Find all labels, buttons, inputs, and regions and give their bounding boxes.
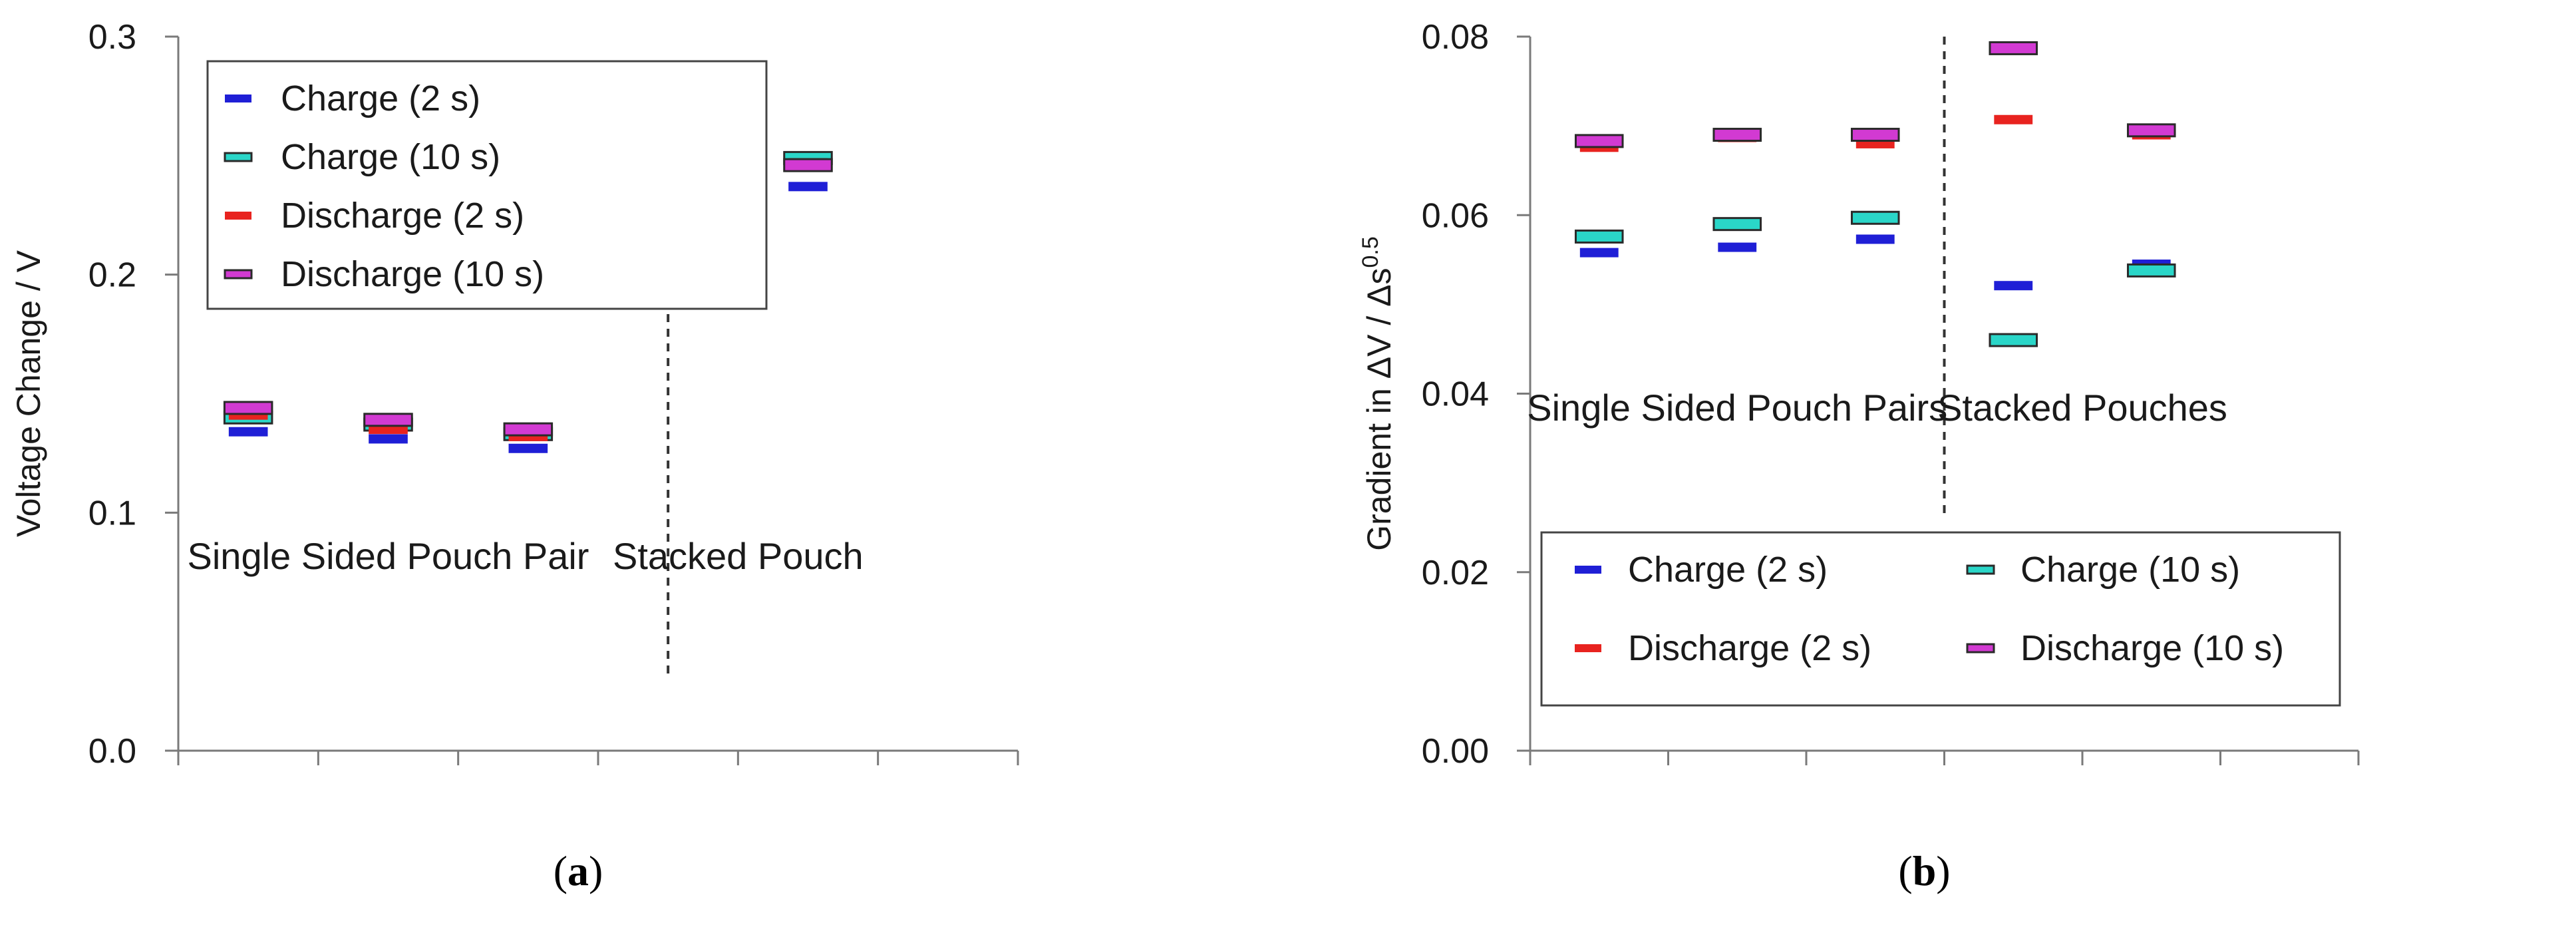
data-point: [1718, 242, 1757, 252]
data-point: [788, 182, 828, 192]
legend-swatch: [1575, 566, 1601, 574]
group-label: Single Sided Pouch Pairs: [1527, 387, 1947, 429]
legend-label: Discharge (10 s): [281, 254, 544, 294]
caption-letter: a: [567, 847, 589, 894]
legend: Charge (2 s) Charge (10 s) Discharge (2 s)…: [206, 60, 768, 310]
data-point: [783, 158, 833, 172]
y-tick-label: 0.3: [88, 18, 136, 57]
y-tick-label: 0.06: [1422, 196, 1489, 235]
data-point: [1850, 210, 1900, 225]
y-tick-label: 0.0: [88, 732, 136, 771]
legend-swatch: [224, 269, 253, 280]
data-point: [228, 427, 268, 437]
legend-swatch: [224, 152, 253, 162]
panel-a: 0.0 0.1 0.2 0.3 Single Sided Pouch Pair Stac…: [10, 18, 1019, 894]
y-axis-ticks: 0.00 0.02 0.04 0.06 0.08: [1422, 18, 1530, 771]
panel-caption: (b): [1898, 847, 1950, 894]
group-label: Single Sided Pouch Pair: [188, 535, 589, 577]
legend-swatch: [1966, 643, 1995, 654]
data-point: [1579, 248, 1619, 258]
legend-swatch: [1575, 644, 1601, 652]
legend: Charge (2 s) Charge (10 s) Discharge (2 s)…: [1540, 531, 2341, 707]
caption-close-paren: ): [589, 847, 603, 894]
y-tick-label: 0.2: [88, 256, 136, 295]
y-tick-label: 0.08: [1422, 18, 1489, 57]
legend-box: [206, 60, 768, 310]
data-point: [369, 425, 408, 435]
legend-label: Discharge (2 s): [1628, 628, 1871, 668]
legend-label: Charge (2 s): [1628, 550, 1828, 590]
caption-close-paren: ): [1936, 847, 1950, 894]
data-point: [2126, 123, 2176, 138]
data-point: [1994, 281, 2033, 291]
panel-b: 0.00 0.02 0.04 0.06 0.08 Single Sided Pouch …: [1358, 18, 2360, 894]
legend-label: Charge (10 s): [2020, 550, 2240, 590]
y-tick-label: 0.02: [1422, 554, 1489, 592]
y-axis-title-main: Gradient in ΔV / Δs: [1361, 268, 1398, 550]
y-tick-label: 0.1: [88, 494, 136, 532]
panel-caption: (a): [554, 847, 603, 894]
legend-label: Discharge (2 s): [281, 196, 524, 236]
y-axis-ticks: 0.0 0.1 0.2 0.3: [88, 18, 178, 771]
data-point: [1574, 134, 1624, 148]
data-point: [363, 413, 413, 427]
axes: [1529, 37, 2360, 765]
data-point: [1712, 217, 1762, 232]
caption-open-paren: (: [1898, 847, 1912, 894]
data-point: [1855, 234, 1895, 244]
legend-swatch: [225, 212, 251, 220]
data-marks: [1574, 41, 2176, 347]
legend-label: Charge (2 s): [281, 79, 480, 118]
group-label: Stacked Pouches: [1937, 387, 2227, 429]
data-point: [1989, 333, 2038, 347]
y-axis-title-superscript: 0.5: [1358, 236, 1383, 268]
data-point: [508, 443, 548, 453]
y-tick-label: 0.04: [1422, 375, 1489, 414]
y-axis-title: Gradient in ΔV / Δs0.5: [1358, 236, 1398, 551]
data-point: [503, 422, 554, 437]
data-point: [2126, 263, 2176, 278]
legend-swatch: [1966, 564, 1995, 575]
axes: [177, 37, 1019, 765]
data-point: [1989, 41, 2038, 55]
data-point: [1574, 229, 1624, 244]
legend-box: [1540, 531, 2341, 707]
y-axis-title: Voltage Change / V: [10, 250, 47, 537]
legend-swatch: [225, 95, 251, 102]
group-label: Stacked Pouch: [613, 535, 864, 577]
data-point: [1994, 114, 2033, 124]
data-point: [1850, 128, 1900, 142]
y-tick-label: 0.00: [1422, 732, 1489, 771]
data-point: [369, 434, 408, 444]
caption-letter: b: [1913, 847, 1937, 894]
caption-open-paren: (: [554, 847, 567, 894]
data-point: [223, 401, 273, 415]
legend-label: Discharge (10 s): [2020, 628, 2284, 668]
data-point: [1712, 128, 1762, 142]
group-labels: Single Sided Pouch Pair Stacked Pouch: [188, 535, 864, 577]
data-marks: [223, 132, 833, 453]
legend-label: Charge (10 s): [281, 137, 500, 177]
